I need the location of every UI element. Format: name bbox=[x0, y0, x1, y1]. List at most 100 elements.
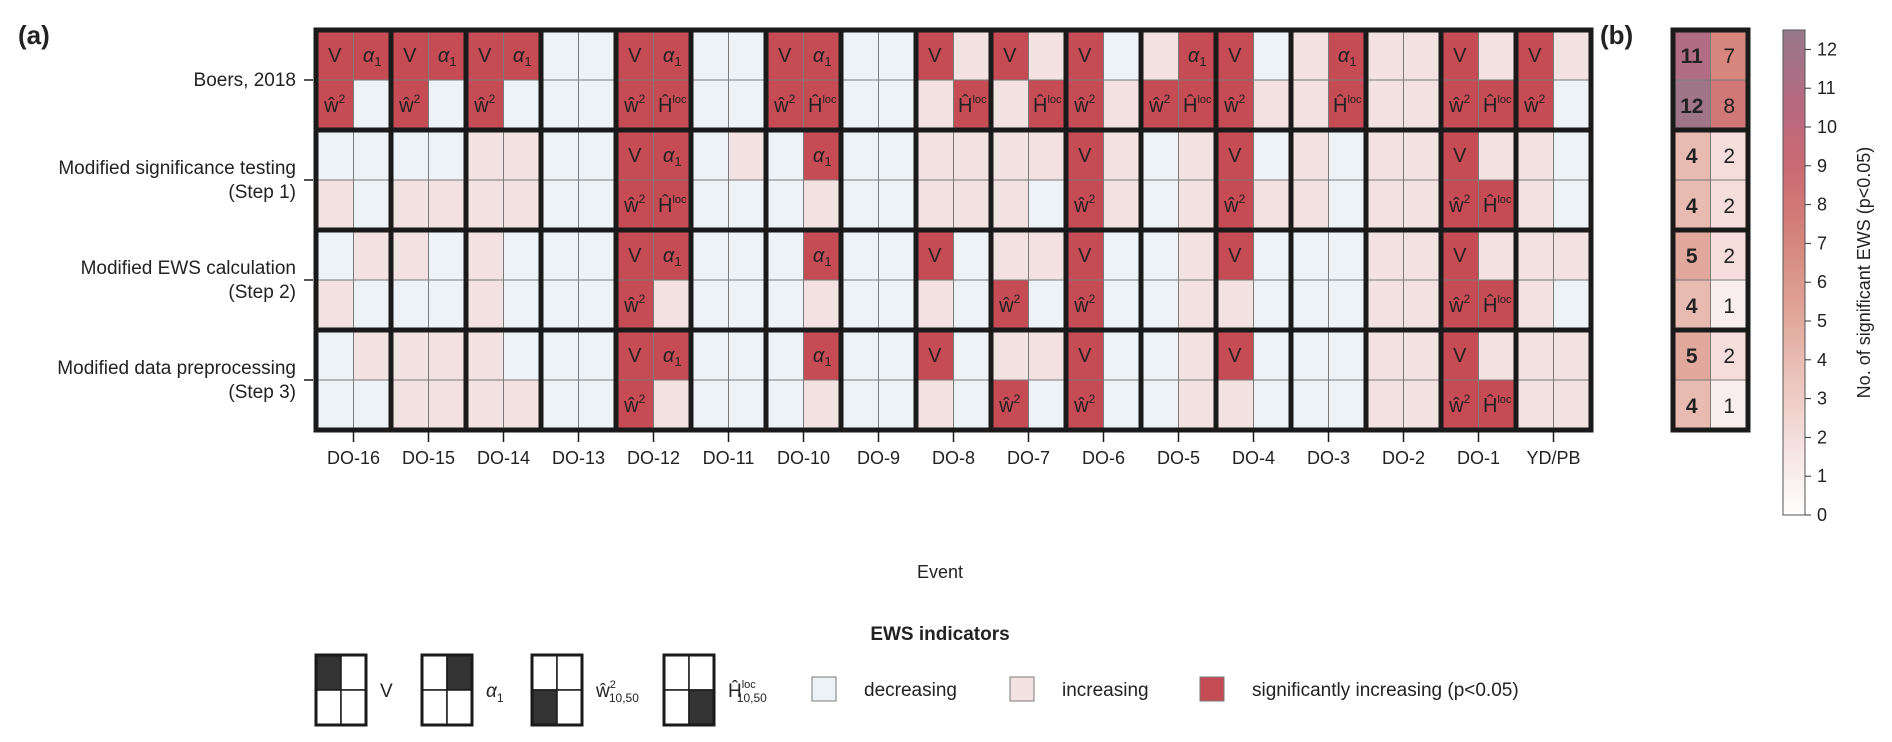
cell-symbol: V bbox=[928, 45, 942, 67]
cell bbox=[990, 329, 1029, 381]
cell bbox=[503, 279, 542, 331]
cell bbox=[990, 79, 1029, 131]
cell bbox=[615, 229, 654, 281]
cell-symbol: ŵ2 bbox=[623, 292, 645, 317]
panel-b-label: (b) bbox=[1600, 20, 1633, 50]
x-tick-label: DO-9 bbox=[857, 448, 900, 468]
cell bbox=[1140, 129, 1179, 181]
cell-symbol: V bbox=[1003, 45, 1017, 67]
cell bbox=[1065, 229, 1104, 281]
cell bbox=[1103, 279, 1142, 331]
x-tick-label: DO-2 bbox=[1382, 448, 1425, 468]
cell-symbol: V bbox=[778, 45, 792, 67]
cell bbox=[578, 79, 617, 131]
cell bbox=[1328, 329, 1367, 381]
cell bbox=[1403, 79, 1442, 131]
cell-symbol: ŵ2 bbox=[1223, 92, 1245, 117]
cell bbox=[1215, 229, 1254, 281]
count-label: 5 bbox=[1686, 345, 1698, 368]
cell bbox=[1140, 229, 1179, 281]
cell-symbol: V bbox=[628, 145, 642, 167]
cell bbox=[1478, 129, 1517, 181]
cell bbox=[428, 179, 467, 231]
cell bbox=[315, 279, 354, 331]
cell-symbol: V bbox=[628, 45, 642, 67]
cell bbox=[353, 79, 392, 131]
cell bbox=[1253, 129, 1292, 181]
legend-indicator: Ĥloc 10,50 bbox=[662, 653, 767, 727]
cell bbox=[540, 29, 579, 81]
cell bbox=[1515, 129, 1554, 181]
cell bbox=[1215, 179, 1254, 231]
cell-symbol: α1 bbox=[513, 45, 532, 69]
cell bbox=[990, 29, 1029, 81]
colorbar-label: No. of significant EWS (p<0.05) bbox=[1854, 147, 1874, 399]
cell bbox=[1253, 329, 1292, 381]
cell bbox=[953, 279, 992, 331]
cell-symbol: ŵ2 bbox=[623, 392, 645, 417]
count-label: 2 bbox=[1723, 345, 1735, 368]
cell-symbol: α1 bbox=[663, 245, 682, 269]
count-label: 4 bbox=[1686, 195, 1698, 218]
cell bbox=[353, 229, 392, 281]
cell-symbol: Ĥloc bbox=[1483, 394, 1512, 417]
colorbar-tick-label: 4 bbox=[1817, 350, 1827, 370]
cell bbox=[428, 379, 467, 431]
cell-symbol: ŵ2 bbox=[1223, 192, 1245, 217]
cell bbox=[1478, 229, 1517, 281]
cell bbox=[803, 179, 842, 231]
cell bbox=[1140, 179, 1179, 231]
count-cell bbox=[1710, 329, 1749, 381]
cell bbox=[578, 29, 617, 81]
cell bbox=[690, 379, 729, 431]
cell bbox=[765, 279, 804, 331]
cell bbox=[428, 279, 467, 331]
cell bbox=[690, 229, 729, 281]
colorbar-tick-label: 5 bbox=[1817, 311, 1827, 331]
cell bbox=[428, 329, 467, 381]
cell bbox=[465, 229, 504, 281]
cell bbox=[765, 179, 804, 231]
count-label: 4 bbox=[1686, 395, 1698, 418]
colorbar-tick-label: 8 bbox=[1817, 195, 1827, 215]
cell bbox=[315, 329, 354, 381]
cell bbox=[653, 179, 692, 231]
cell bbox=[990, 179, 1029, 231]
cell bbox=[878, 379, 917, 431]
x-tick-label: DO-6 bbox=[1082, 448, 1125, 468]
legend-indicator: V bbox=[314, 653, 393, 727]
cell-symbol: ŵ2 bbox=[473, 92, 495, 117]
cell-symbol: ŵ2 bbox=[1073, 292, 1095, 317]
cell bbox=[915, 79, 954, 131]
count-label: 12 bbox=[1680, 95, 1703, 118]
cell-symbol: V bbox=[1453, 245, 1467, 267]
cell bbox=[1065, 129, 1104, 181]
cell bbox=[1065, 29, 1104, 81]
cell bbox=[1553, 229, 1592, 281]
cell-symbol: Ĥloc bbox=[658, 194, 687, 217]
cell-symbol: ŵ2 bbox=[1523, 92, 1545, 117]
cell bbox=[840, 29, 879, 81]
cell bbox=[1515, 329, 1554, 381]
cell bbox=[1290, 129, 1329, 181]
cell bbox=[503, 379, 542, 431]
cell bbox=[315, 129, 354, 181]
cell bbox=[1140, 329, 1179, 381]
cell bbox=[1290, 29, 1329, 81]
count-label: 4 bbox=[1686, 145, 1698, 168]
cell-symbol: V bbox=[478, 45, 492, 67]
cell bbox=[578, 129, 617, 181]
cell-symbol: α1 bbox=[363, 45, 382, 69]
cell bbox=[953, 129, 992, 181]
cell bbox=[315, 379, 354, 431]
count-cell bbox=[1710, 129, 1749, 181]
x-tick-label: DO-15 bbox=[402, 448, 455, 468]
cell bbox=[953, 329, 992, 381]
cell-symbol: ŵ2 bbox=[398, 92, 420, 117]
cell-symbol: V bbox=[1078, 45, 1092, 67]
cell bbox=[1328, 129, 1367, 181]
row-label: Modified data preprocessing bbox=[57, 358, 296, 379]
cell-symbol: ŵ2 bbox=[1073, 92, 1095, 117]
